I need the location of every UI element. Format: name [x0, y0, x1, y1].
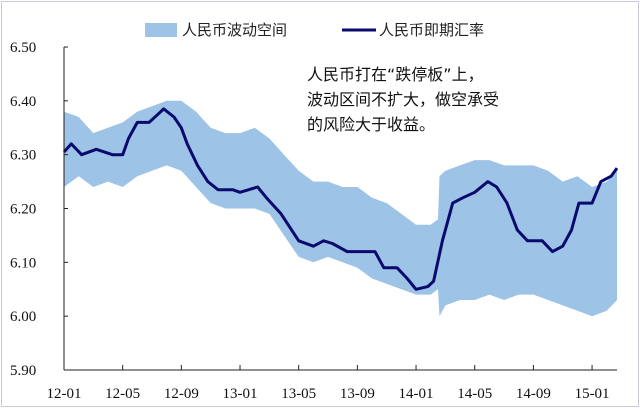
x-tick-label: 14-01	[399, 386, 434, 402]
x-tick-label: 12-09	[164, 386, 199, 402]
y-tick-label: 6.50	[10, 40, 36, 56]
annotation-text: 人民币打在“跌停板”上， 波动区间不扩大，做空承受 的风险大于收益。	[307, 62, 547, 137]
annotation-line: 人民币打在“跌停板”上，	[307, 65, 484, 84]
y-tick-label: 6.30	[10, 148, 36, 164]
legend: 人民币波动空间 人民币即期汇率	[145, 21, 484, 39]
y-tick-label: 6.10	[10, 255, 36, 271]
x-tick-label: 12-01	[47, 386, 82, 402]
x-tick-label: 15-01	[575, 386, 610, 402]
legend-label-band: 人民币波动空间	[182, 21, 287, 39]
axes: 6.50 6.40 6.30 6.20 6.10 6.00 5.90 12-01 12-05 12…	[10, 40, 617, 402]
legend-label-line: 人民币即期汇率	[379, 21, 484, 39]
y-tick-label: 5.90	[10, 363, 36, 379]
spot-rate-line	[62, 107, 619, 291]
band-layer	[64, 100, 617, 317]
x-tick-label: 14-09	[516, 386, 551, 402]
line-layer	[62, 107, 619, 291]
x-tick-label: 13-09	[340, 386, 375, 402]
y-tick-label: 6.00	[10, 309, 36, 325]
x-tick-label: 14-05	[457, 386, 492, 402]
annotation-line: 波动区间不扩大，做空承受	[307, 90, 500, 109]
x-tick-label: 12-05	[105, 386, 140, 402]
x-tick-label: 13-01	[223, 386, 258, 402]
band-area	[64, 100, 617, 317]
y-tick-label: 6.20	[10, 202, 36, 218]
annotation-line: 的风险大于收益。	[307, 115, 436, 134]
y-tick-label: 6.40	[10, 94, 36, 110]
legend-swatch-band	[145, 23, 177, 37]
x-tick-label: 13-05	[281, 386, 316, 402]
